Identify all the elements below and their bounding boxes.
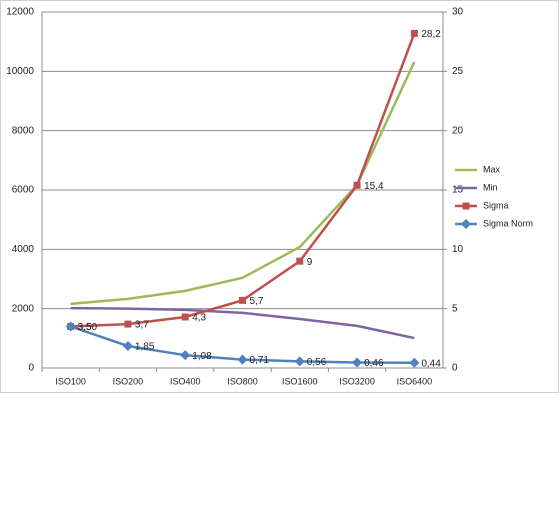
data-label: 3,5 [78,322,92,333]
data-point [353,181,361,189]
data-point [296,257,304,265]
data-label: 1,08 [192,351,212,362]
y-tick-label: 12000 [6,7,34,18]
data-point [352,357,363,368]
data-point [124,320,132,328]
y2-tick-label: 20 [452,125,464,136]
y-tick-label: 8000 [12,125,35,136]
series-line [70,306,415,340]
x-tick-label: ISO3200 [339,376,375,386]
data-label: 0,56 [307,357,327,368]
data-label: 0,46 [364,358,384,369]
legend-marker [461,219,471,229]
data-point [181,313,189,321]
x-tick-label: ISO1600 [282,376,318,386]
y-tick-label: 2000 [12,303,35,314]
x-tick-label: ISO800 [227,376,258,386]
y-tick-label: 4000 [12,244,35,255]
y2-tick-label: 25 [452,66,464,77]
data-point [410,29,418,37]
y2-tick-label: 15 [452,185,464,196]
data-label: 3,7 [135,320,149,331]
data-label: 4,3 [192,313,206,324]
data-point [409,357,420,368]
data-point [180,350,191,361]
x-tick-label: ISO6400 [397,376,433,386]
legend-label: Max [483,164,501,174]
data-label: 9 [307,257,313,268]
x-tick-label: ISO100 [55,376,86,386]
data-point [65,321,76,332]
data-point [239,296,246,304]
data-point [237,354,248,365]
y2-tick-label: 0 [452,363,458,374]
legend-marker [462,202,470,210]
data-label: 15,4 [364,181,384,192]
y2-tick-label: 10 [452,244,464,255]
data-point [122,341,133,352]
y-tick-label: 0 [28,363,34,374]
legend-label: Sigma [483,200,509,210]
chart-frame [0,0,559,393]
y-tick-label: 6000 [12,185,35,196]
data-label: 1,85 [135,342,155,353]
data-label: 5,7 [250,296,264,307]
series-line [70,32,416,328]
y-tick-label: 10000 [6,66,34,77]
data-label: 0,44 [421,358,441,369]
legend-label: Sigma Norm [483,218,533,228]
data-label: 0,71 [250,355,270,366]
legend-label: Min [483,182,498,192]
x-tick-label: ISO200 [113,376,144,386]
data-point [294,356,305,367]
y2-tick-label: 30 [452,7,464,18]
x-tick-label: ISO400 [170,376,201,386]
y2-tick-label: 5 [452,303,458,314]
series-line [70,61,416,306]
data-label: 3,50 [78,322,98,333]
data-label: 28,2 [421,29,441,40]
